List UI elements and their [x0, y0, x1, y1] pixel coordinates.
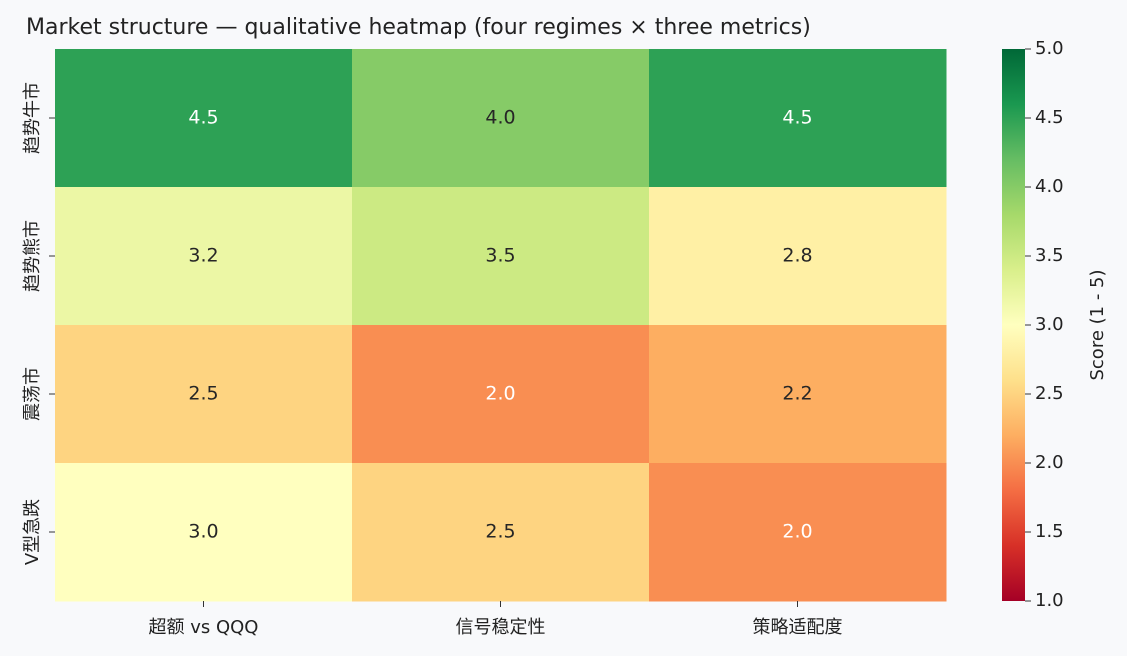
cell-label: 3.0	[188, 521, 218, 543]
x-tick-label: 策略适配度	[753, 617, 843, 638]
colorbar-tick-label: 1.5	[1035, 521, 1064, 542]
heatmap-cell	[352, 463, 650, 602]
heatmap-cell	[649, 49, 947, 188]
cell-label: 3.2	[188, 245, 218, 267]
cell-label: 2.5	[188, 383, 218, 405]
heatmap-cell	[352, 325, 650, 464]
heatmap-cell	[55, 325, 353, 464]
cell-label: 2.8	[782, 245, 812, 267]
y-tick-label: 趋势熊市	[22, 220, 43, 292]
colorbar-label: Score (1 - 5)	[1087, 269, 1108, 380]
y-tick-label: 趋势牛市	[22, 82, 43, 154]
x-tick-label: 超额 vs QQQ	[149, 617, 259, 638]
cell-label: 4.5	[782, 107, 812, 129]
colorbar-tick-label: 5.0	[1035, 38, 1064, 59]
y-tick-label: V型急跌	[22, 499, 43, 565]
colorbar	[1002, 49, 1025, 601]
heatmap-cell	[649, 187, 947, 326]
y-tick-label: 震荡市	[22, 367, 43, 421]
colorbar-tick-label: 1.0	[1035, 590, 1064, 611]
heatmap-cell	[649, 325, 947, 464]
cell-label: 3.5	[485, 245, 515, 267]
heatmap-cell	[55, 187, 353, 326]
heatmap-cell	[352, 49, 650, 188]
colorbar-tick-label: 3.5	[1035, 245, 1064, 266]
heatmap-cell	[649, 463, 947, 602]
cell-label: 4.5	[188, 107, 218, 129]
colorbar-tick-label: 2.0	[1035, 452, 1064, 473]
cell-label: 4.0	[485, 107, 515, 129]
colorbar-tick-label: 4.5	[1035, 107, 1064, 128]
cell-label: 2.5	[485, 521, 515, 543]
chart-title: Market structure — qualitative heatmap (…	[26, 15, 811, 40]
cell-label: 2.0	[485, 383, 515, 405]
colorbar-tick-label: 3.0	[1035, 314, 1064, 335]
x-tick-label: 信号稳定性	[456, 617, 546, 638]
colorbar-tick-label: 4.0	[1035, 176, 1064, 197]
heatmap-cell	[55, 463, 353, 602]
colorbar-tick-label: 2.5	[1035, 383, 1064, 404]
cell-label: 2.0	[782, 521, 812, 543]
cell-label: 2.2	[782, 383, 812, 405]
heatmap-cell	[352, 187, 650, 326]
heatmap-cell	[55, 49, 353, 188]
